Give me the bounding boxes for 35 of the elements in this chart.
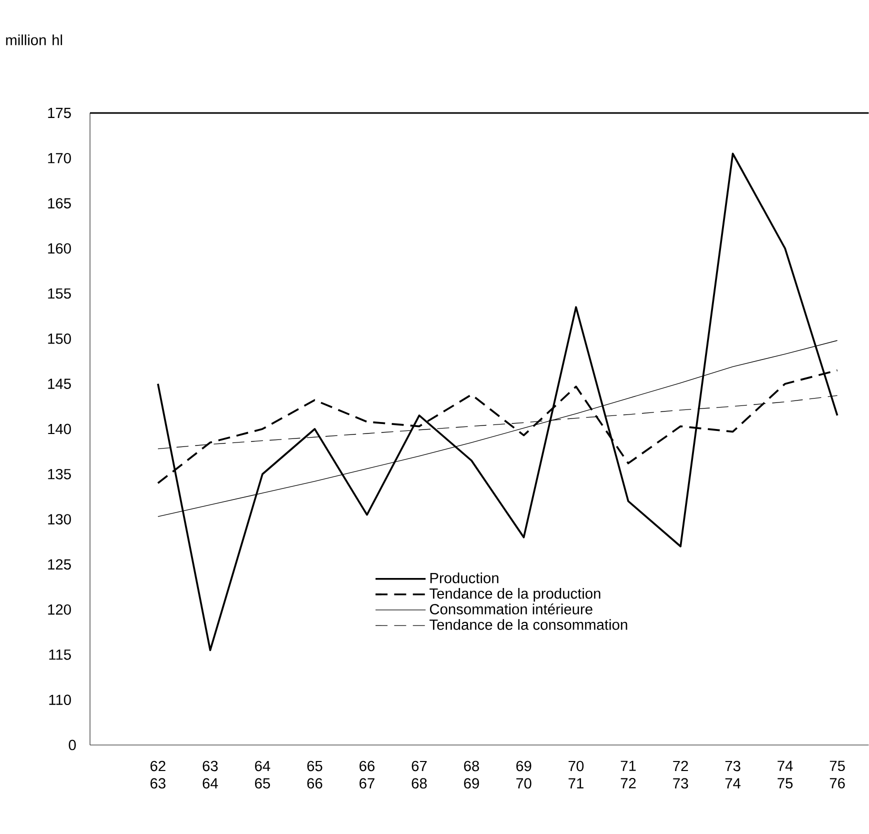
- x-tick-label: 74 75: [778, 760, 793, 788]
- x-tick-label: 65 66: [307, 760, 322, 789]
- y-tick-label: 120: [48, 604, 71, 615]
- x-tick-label: 70 71: [568, 760, 584, 788]
- x-tick-label: 66 67: [360, 760, 374, 789]
- legend-label: Consommation intérieure: [430, 603, 592, 614]
- x-tick-label: 72 73: [673, 760, 688, 789]
- legend-label: Tendance de la production: [430, 588, 600, 602]
- y-axis-title: million hl: [6, 34, 62, 46]
- x-tick-label: 68 69: [464, 760, 479, 789]
- y-tick-label: 170: [48, 152, 71, 164]
- y-tick-label: 175: [48, 108, 71, 118]
- y-tick-label: 145: [48, 378, 71, 389]
- y-tick-label: 155: [48, 288, 71, 299]
- y-tick-label: 165: [48, 198, 71, 208]
- x-tick-label: 71 72: [620, 760, 636, 788]
- y-tick-label: 135: [48, 468, 71, 480]
- y-tick-label: 150: [48, 334, 71, 344]
- x-tick-label: 62 63: [150, 760, 166, 789]
- y-tick-label: 140: [48, 424, 71, 434]
- y-tick-label: 115: [49, 650, 71, 660]
- line-series: [157, 152, 838, 652]
- y-tick-label: 110: [49, 694, 71, 706]
- y-tick-label: 160: [48, 243, 71, 254]
- y-tick-label: 130: [48, 514, 71, 524]
- x-tick-label: 63 64: [202, 760, 218, 789]
- text: 0: [68, 740, 76, 750]
- x-tick-label: 67 68: [412, 760, 427, 789]
- legend-label: Production: [430, 572, 498, 584]
- x-tick-label: 75 76: [830, 760, 845, 788]
- legend-label: Tendance de la consommation: [430, 619, 628, 630]
- y-tick-label: 125: [48, 559, 71, 570]
- x-tick-label: 69 70: [516, 760, 532, 789]
- x-tick-label: 73 74: [725, 760, 741, 788]
- x-tick-label: 64 65: [255, 760, 270, 789]
